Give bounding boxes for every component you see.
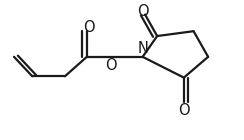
Text: O: O xyxy=(137,4,148,19)
Text: O: O xyxy=(105,58,117,73)
Text: O: O xyxy=(179,103,190,118)
Text: O: O xyxy=(83,20,95,35)
Text: N: N xyxy=(137,41,148,56)
